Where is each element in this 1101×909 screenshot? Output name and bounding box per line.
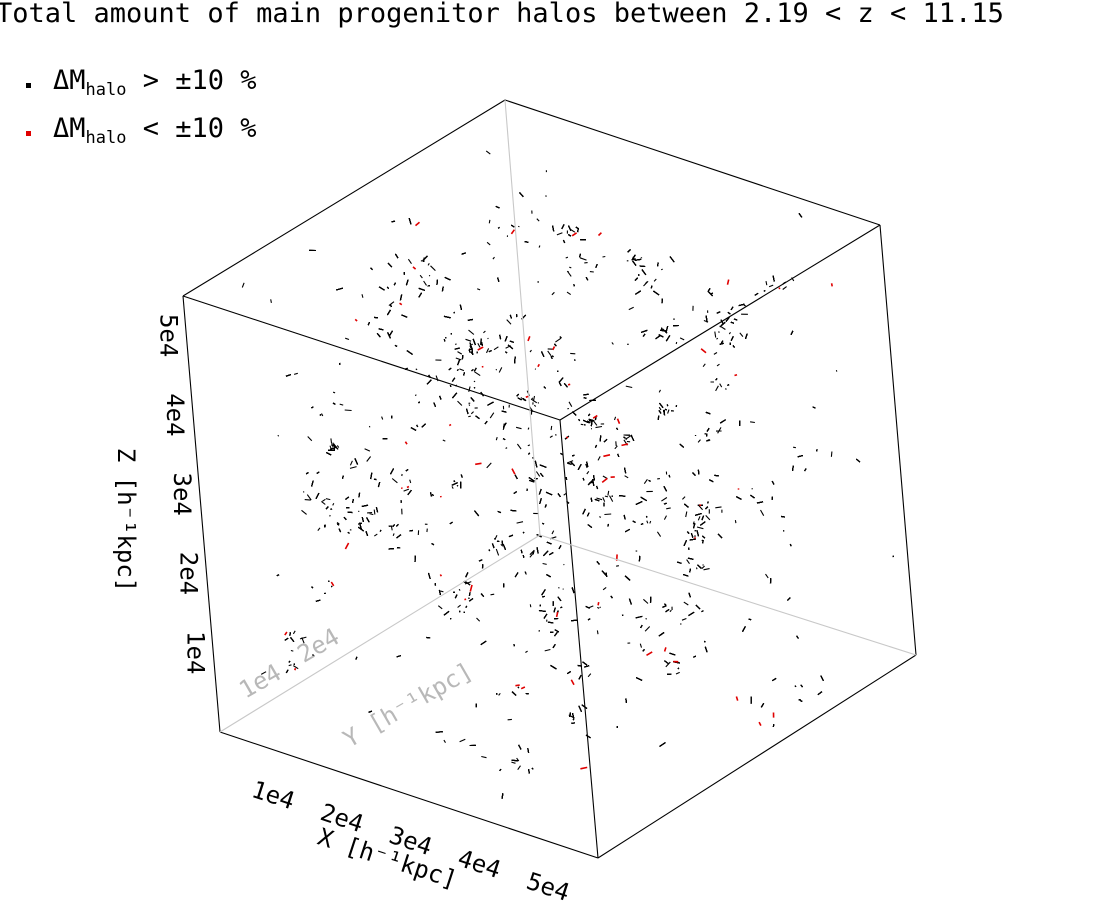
x-axis-label: X [h⁻¹kpc] <box>314 823 460 894</box>
axis-labels: Z [h⁻¹kpc] X [h⁻¹kpc] Y [h⁻¹kpc] <box>112 448 478 894</box>
cube-edge <box>597 654 917 859</box>
halo-points-within <box>284 221 833 770</box>
cube-edge <box>559 419 599 859</box>
z-tick-label: 1e4 <box>181 631 209 674</box>
chart-title: Total amount of main progenitor halos be… <box>0 0 1004 29</box>
y-tick-label: 2e4 <box>293 622 345 668</box>
z-tick-label: 3e4 <box>168 473 196 516</box>
z-axis-label: Z [h⁻¹kpc] <box>112 448 140 593</box>
halo-points-outside <box>241 150 838 771</box>
cube-edge <box>879 224 917 656</box>
legend-label-within: ΔMhalo < ±10 % <box>53 112 257 148</box>
halo-points-outside <box>276 192 861 799</box>
cube-edge <box>182 99 506 297</box>
z-tick-label: 5e4 <box>154 314 182 357</box>
cube-frame <box>182 99 917 859</box>
halo-points-outside <box>276 192 894 774</box>
cube-edge-hidden <box>504 99 541 536</box>
legend-swatch-black <box>26 82 31 88</box>
halo-points-outside <box>276 192 894 774</box>
cube-edge-hidden <box>539 534 917 656</box>
cube-edge <box>504 99 881 226</box>
y-axis-label: Y [h⁻¹kpc] <box>338 657 477 753</box>
cube-edge <box>182 295 221 733</box>
halo-points-outside <box>285 192 823 799</box>
cube-edge <box>559 224 881 421</box>
x-tick-label: 5e4 <box>523 867 573 907</box>
legend-swatch-red <box>26 130 31 136</box>
z-tick-label: 2e4 <box>175 552 203 595</box>
x-tick-label: 1e4 <box>248 775 298 815</box>
cube-edge <box>219 731 599 859</box>
cube-edge-hidden <box>219 534 541 733</box>
z-tick-label: 4e4 <box>161 393 189 436</box>
scatter-points <box>241 150 894 799</box>
legend-entry-within: ΔMhalo < ±10 % <box>26 106 257 154</box>
legend-label-outside: ΔMhalo > ±10 % <box>53 64 257 100</box>
y-tick-label: 1e4 <box>234 658 286 704</box>
cube-edge <box>182 295 561 421</box>
x-tick-label: 4e4 <box>454 844 504 884</box>
legend-entry-outside: ΔMhalo > ±10 % <box>26 58 257 106</box>
legend: ΔMhalo > ±10 % ΔMhalo < ±10 % <box>26 58 257 154</box>
halo-points-outside <box>276 192 861 799</box>
